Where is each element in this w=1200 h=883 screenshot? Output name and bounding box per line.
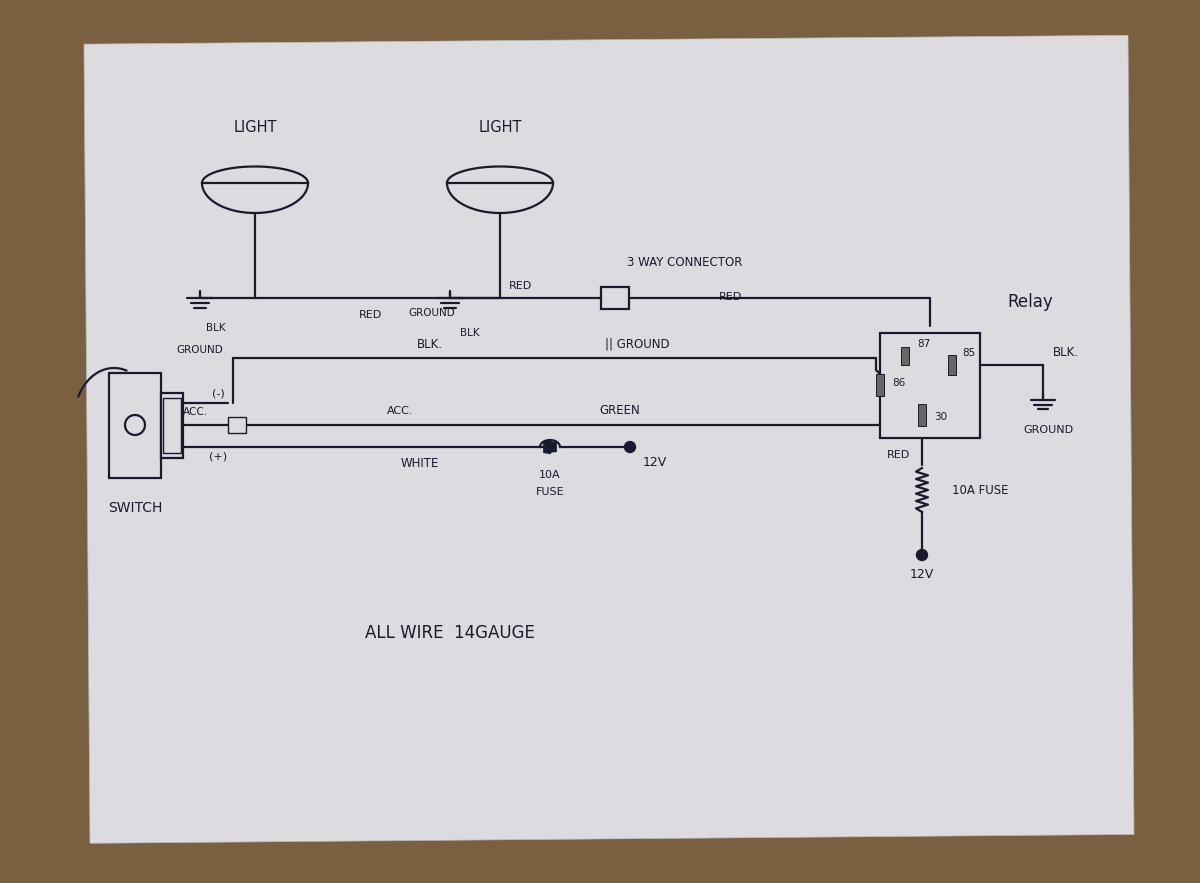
Circle shape [917, 549, 928, 561]
Text: FUSE: FUSE [535, 487, 564, 497]
Text: ACC.: ACC. [386, 406, 413, 416]
Text: WHITE: WHITE [401, 457, 439, 471]
FancyBboxPatch shape [601, 287, 629, 309]
FancyBboxPatch shape [109, 373, 161, 478]
Text: Relay: Relay [1007, 293, 1052, 312]
Polygon shape [84, 35, 1134, 843]
FancyBboxPatch shape [880, 333, 980, 437]
Text: RED: RED [359, 310, 382, 320]
Text: (-): (-) [211, 388, 224, 398]
Text: 12V: 12V [643, 456, 667, 469]
Text: || GROUND: || GROUND [605, 337, 670, 351]
Text: LIGHT: LIGHT [479, 120, 522, 135]
Text: 85: 85 [962, 348, 976, 358]
Text: (+): (+) [209, 452, 227, 462]
FancyBboxPatch shape [876, 374, 884, 396]
Text: SWITCH: SWITCH [108, 501, 162, 515]
Circle shape [125, 415, 145, 435]
FancyBboxPatch shape [228, 417, 246, 433]
Text: 12V: 12V [910, 569, 934, 582]
Text: RED: RED [509, 281, 532, 291]
Text: 86: 86 [892, 378, 905, 388]
Text: ALL WIRE  14GAUGE: ALL WIRE 14GAUGE [365, 624, 535, 642]
FancyBboxPatch shape [163, 397, 181, 452]
Text: BLK: BLK [206, 323, 226, 333]
FancyBboxPatch shape [948, 355, 956, 375]
FancyBboxPatch shape [901, 347, 910, 365]
Text: BLK.: BLK. [1054, 346, 1079, 359]
Text: RED: RED [887, 450, 911, 460]
Text: LIGHT: LIGHT [233, 120, 277, 135]
Text: GROUND: GROUND [1022, 425, 1073, 435]
Text: BLK.: BLK. [418, 337, 443, 351]
Text: 10A: 10A [539, 470, 560, 480]
Text: 87: 87 [917, 339, 930, 349]
Text: 30: 30 [934, 412, 947, 422]
Circle shape [624, 442, 636, 452]
FancyBboxPatch shape [161, 393, 182, 457]
Text: GROUND: GROUND [176, 345, 223, 355]
Text: ACC.: ACC. [182, 407, 208, 417]
Text: 3 WAY CONNECTOR: 3 WAY CONNECTOR [628, 256, 743, 269]
FancyBboxPatch shape [918, 404, 926, 426]
Text: GREEN: GREEN [600, 404, 641, 418]
Text: GROUND: GROUND [408, 308, 455, 318]
Text: 10A FUSE: 10A FUSE [952, 484, 1008, 496]
Text: RED: RED [719, 292, 742, 302]
Text: BLK: BLK [460, 328, 480, 338]
